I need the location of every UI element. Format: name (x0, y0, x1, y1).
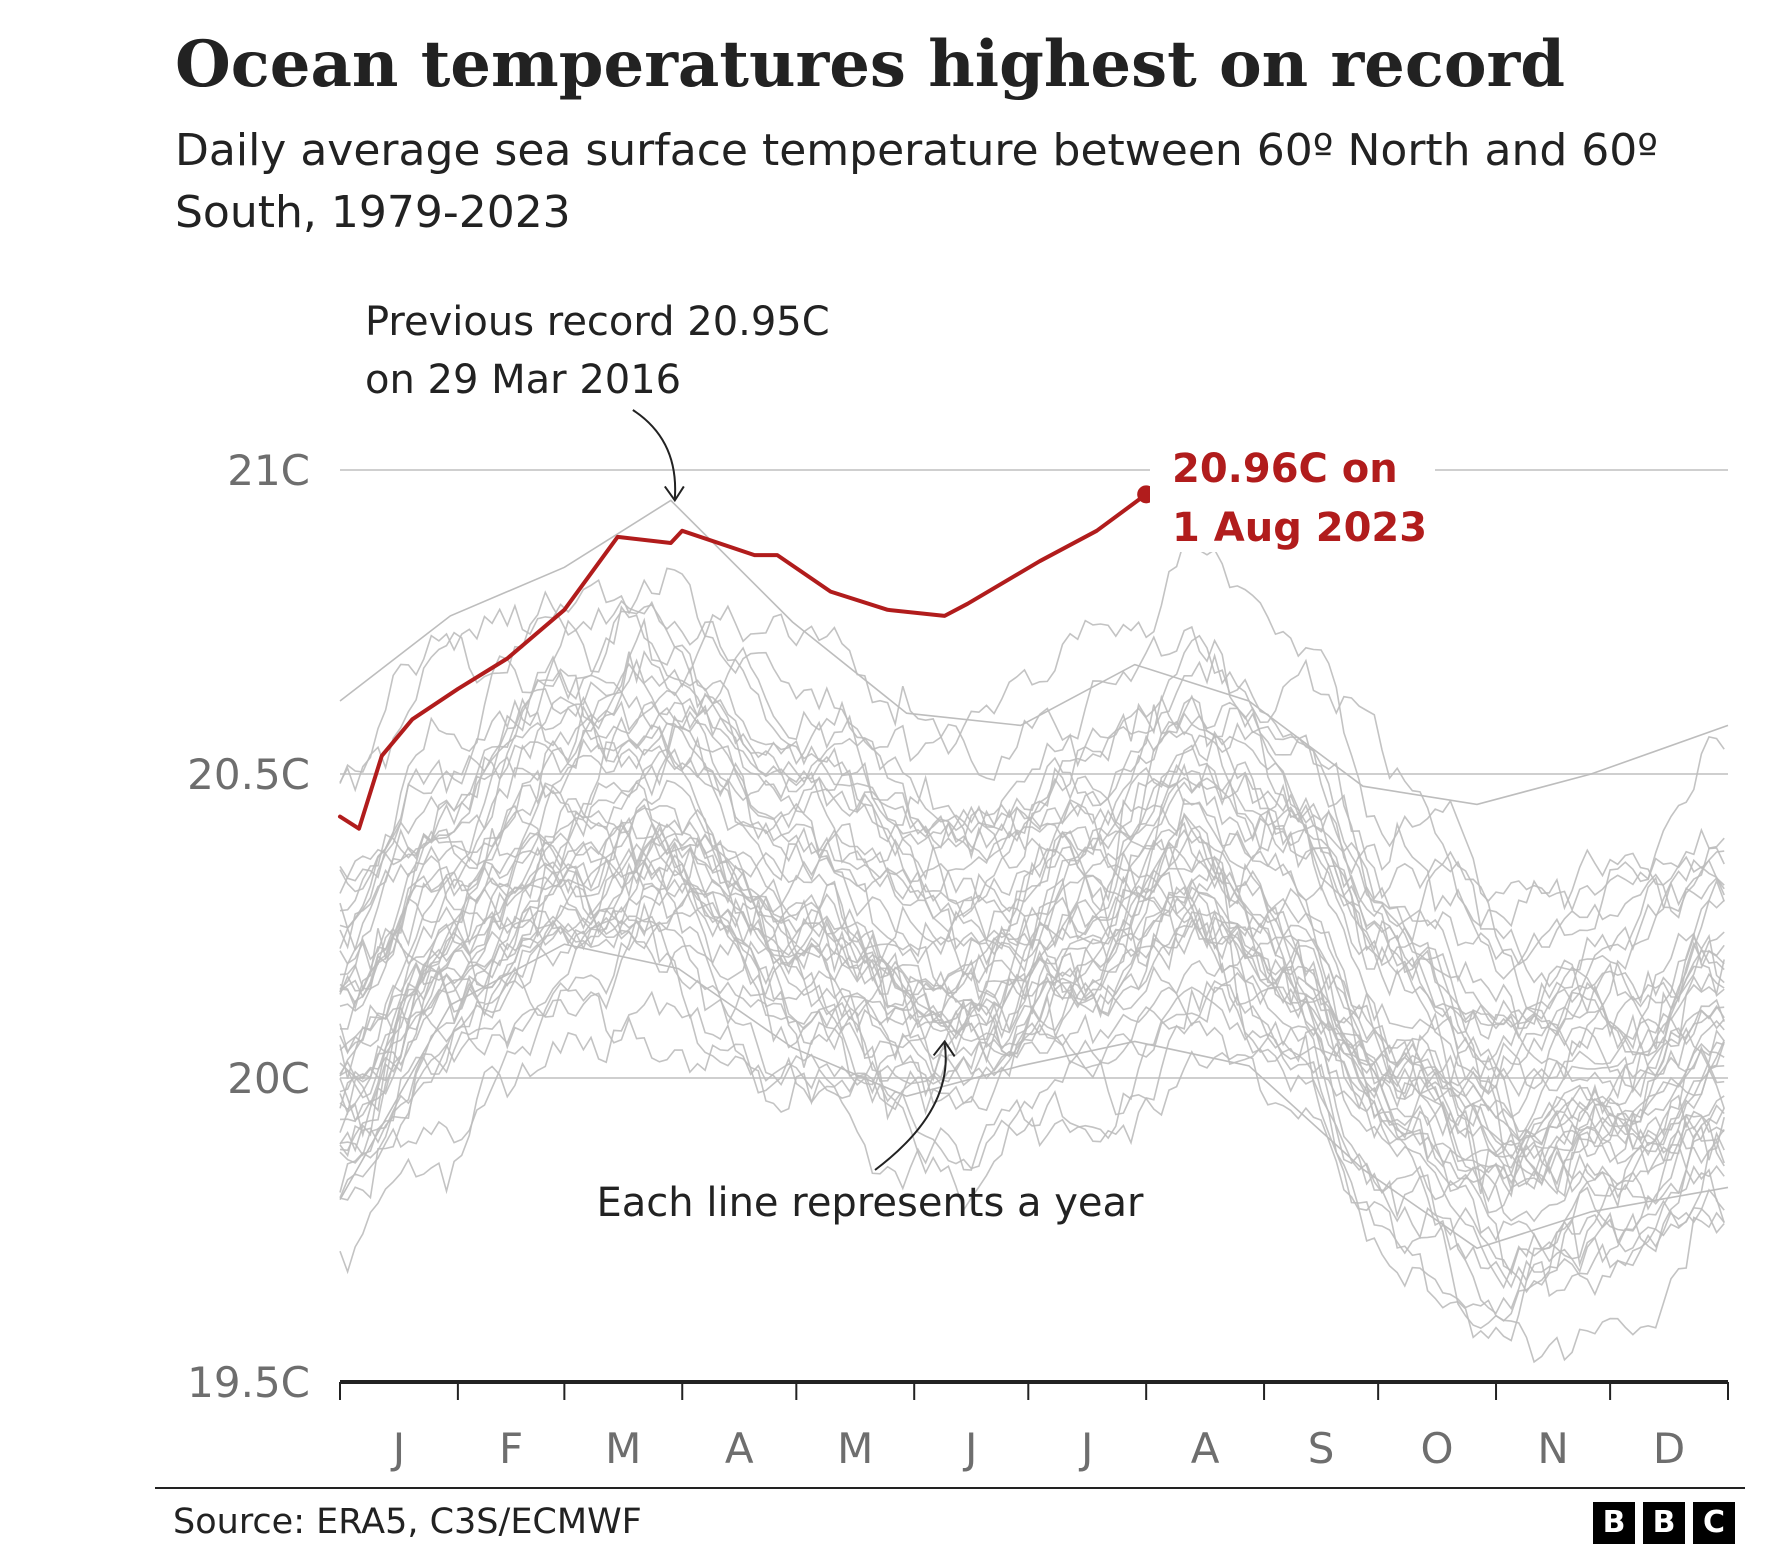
year-line (339, 716, 1725, 1050)
x-tick-label: M (605, 1424, 641, 1473)
footer-divider (155, 1487, 1745, 1489)
chart: 21C 20.5C 20C 19.5C J F M A M J J A S O N D Previous r… (187, 299, 1729, 1473)
previous-record-label: Previous record 20.95C (365, 299, 830, 345)
new-record-label-bg (1150, 440, 1435, 552)
year-line (339, 590, 1725, 928)
logo-letter: B (1593, 1502, 1635, 1544)
year-line (339, 843, 1725, 1223)
x-tick-label: S (1308, 1424, 1335, 1473)
year-line (339, 876, 1725, 1190)
x-tick-label: A (725, 1424, 754, 1473)
year-line-1979 (339, 943, 1729, 1250)
year-line-2016 (339, 499, 1729, 806)
year-line (339, 805, 1725, 1198)
year-line (339, 697, 1725, 1050)
x-tick-label: J (390, 1424, 405, 1473)
logo-letter: B (1643, 1502, 1685, 1544)
logo-letter: C (1693, 1502, 1735, 1544)
year-line (339, 599, 1725, 966)
x-tick-label: F (499, 1424, 523, 1473)
chart-title: Ocean temperatures highest on record (175, 27, 1565, 102)
each-line-arrow (874, 1043, 947, 1171)
previous-record-arrow (632, 409, 677, 499)
year-line (339, 916, 1725, 1276)
year-line (339, 859, 1725, 1290)
year-lines (339, 499, 1729, 1364)
year-line (339, 990, 1725, 1364)
each-line-label: Each line represents a year (597, 1180, 1145, 1226)
each-line-arrowhead (932, 1039, 956, 1057)
series-2023-line (338, 492, 1149, 831)
x-tick-label: M (837, 1424, 873, 1473)
x-tick-label: D (1653, 1424, 1685, 1473)
x-tick-label: J (962, 1424, 977, 1473)
year-line (339, 536, 1725, 912)
new-record-label: 20.96C on (1172, 446, 1398, 492)
year-line (339, 808, 1725, 1214)
y-axis-ticks: 21C 20.5C 20C 19.5C (187, 446, 310, 1407)
year-line (339, 812, 1725, 1198)
source-note: Source: ERA5, C3S/ECMWF (173, 1502, 642, 1542)
y-tick-label: 20.5C (187, 750, 310, 799)
x-tick-label: J (1078, 1424, 1093, 1473)
year-line (339, 916, 1725, 1289)
x-tick-label: A (1191, 1424, 1220, 1473)
previous-record-label: on 29 Mar 2016 (365, 357, 681, 403)
year-line (339, 736, 1725, 1094)
highlight-layer (338, 485, 1156, 831)
year-line (339, 906, 1725, 1274)
year-line (339, 804, 1725, 1186)
year-line (339, 668, 1725, 1094)
year-line (339, 901, 1725, 1342)
bbc-logo: B B C (1593, 1502, 1735, 1544)
annotations: Previous record 20.95C on 29 Mar 2016 20.9… (365, 299, 1435, 1226)
x-tick-label: O (1421, 1424, 1454, 1473)
y-tick-label: 21C (227, 446, 310, 495)
year-line (339, 605, 1725, 980)
x-tick-label: N (1537, 1424, 1568, 1473)
year-line (339, 779, 1725, 1147)
year-line (339, 797, 1725, 1177)
year-line (339, 725, 1725, 1098)
year-line (339, 650, 1725, 1026)
year-line (339, 634, 1725, 1020)
chart-subtitle: Daily average sea surface temperature be… (175, 125, 1659, 238)
year-line (339, 821, 1725, 1195)
new-record-label: 1 Aug 2023 (1172, 505, 1427, 551)
year-line (339, 681, 1725, 1063)
previous-record-arrowhead (664, 485, 685, 503)
y-tick-label: 19.5C (187, 1358, 310, 1407)
y-tick-label: 20C (227, 1054, 310, 1103)
year-line (339, 662, 1725, 1055)
year-line (339, 617, 1725, 994)
year-line (339, 797, 1725, 1119)
